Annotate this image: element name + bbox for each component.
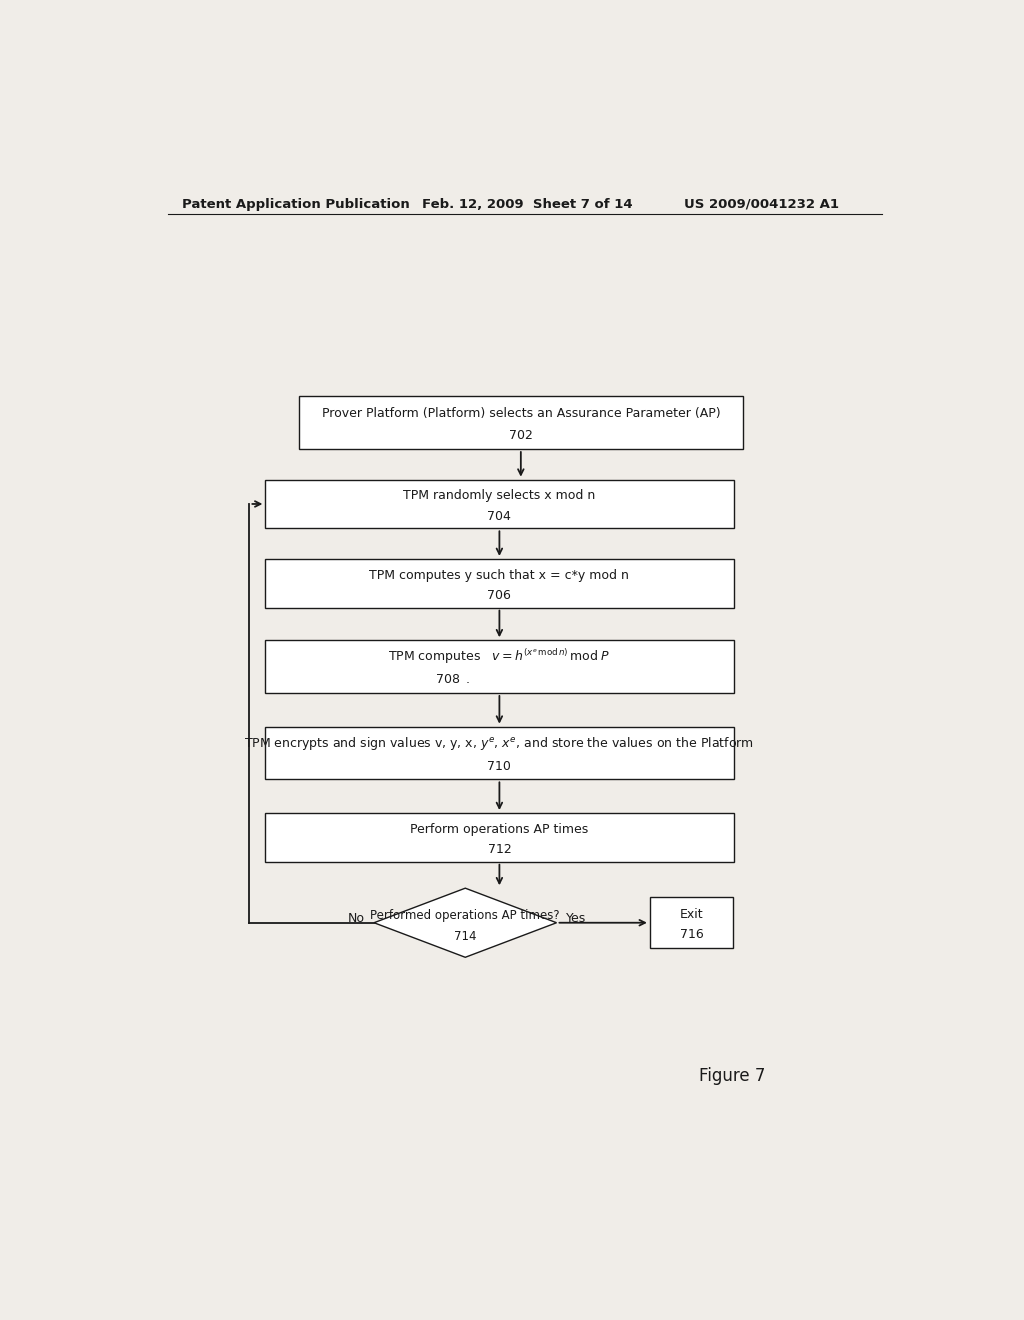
Text: Patent Application Publication: Patent Application Publication [182, 198, 410, 211]
Text: No: No [348, 912, 366, 925]
Text: 708: 708 [436, 673, 460, 686]
Text: Performed operations AP times?: Performed operations AP times? [371, 909, 560, 923]
FancyBboxPatch shape [265, 726, 733, 779]
Text: 710: 710 [487, 760, 511, 772]
Text: 712: 712 [487, 843, 511, 857]
Text: 716: 716 [680, 928, 703, 941]
FancyBboxPatch shape [265, 640, 733, 693]
Text: .: . [466, 673, 470, 686]
Text: TPM computes y such that x = c*y mod n: TPM computes y such that x = c*y mod n [370, 569, 630, 582]
Text: 702: 702 [509, 429, 532, 442]
FancyBboxPatch shape [265, 813, 733, 862]
Text: 704: 704 [487, 510, 511, 523]
Text: Prover Platform (Platform) selects an Assurance Parameter (AP): Prover Platform (Platform) selects an As… [322, 407, 720, 420]
FancyBboxPatch shape [299, 396, 743, 449]
Text: TPM randomly selects x mod n: TPM randomly selects x mod n [403, 490, 596, 503]
Text: Feb. 12, 2009  Sheet 7 of 14: Feb. 12, 2009 Sheet 7 of 14 [422, 198, 632, 211]
Text: Exit: Exit [680, 908, 703, 921]
FancyBboxPatch shape [265, 558, 733, 607]
Text: TPM encrypts and sign values v, y, x, $y^e$, $x^e$, and store the values on the : TPM encrypts and sign values v, y, x, $y… [245, 735, 755, 752]
Text: Yes: Yes [566, 912, 587, 925]
Text: 706: 706 [487, 589, 511, 602]
Text: TPM computes   $v=h^{(x^e\,\mathrm{mod}\,n)}\,\mathrm{mod}\;P$: TPM computes $v=h^{(x^e\,\mathrm{mod}\,n… [388, 647, 610, 665]
FancyBboxPatch shape [265, 479, 733, 528]
Polygon shape [374, 888, 557, 957]
Text: US 2009/0041232 A1: US 2009/0041232 A1 [684, 198, 839, 211]
FancyBboxPatch shape [650, 898, 733, 948]
Text: Perform operations AP times: Perform operations AP times [411, 822, 589, 836]
Text: 714: 714 [454, 931, 476, 944]
Text: Figure 7: Figure 7 [699, 1067, 766, 1085]
